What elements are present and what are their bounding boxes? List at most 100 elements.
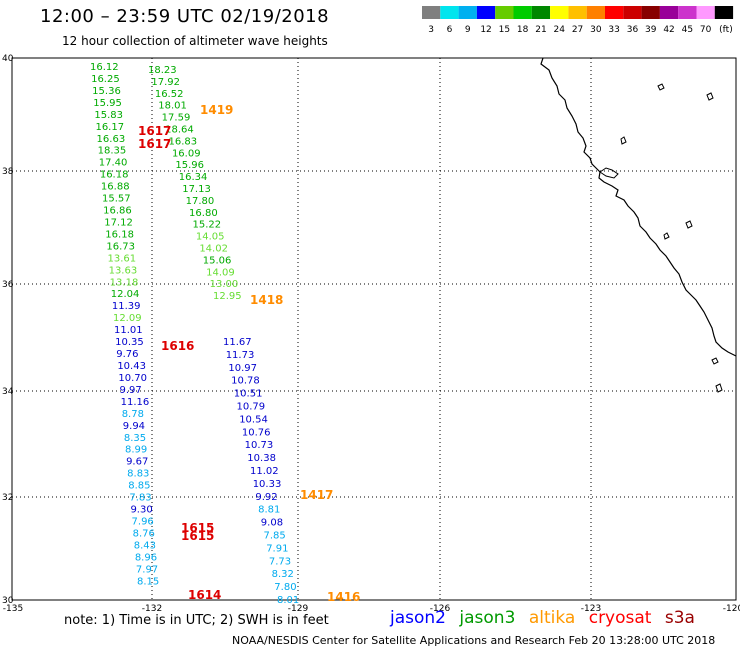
legend-jason3: jason3	[459, 608, 516, 628]
wave-height-value: 7.85	[264, 531, 286, 542]
wave-height-value: 17.40	[99, 158, 128, 169]
wave-height-value: 11.16	[121, 397, 150, 408]
wave-height-value: 15.83	[94, 110, 123, 121]
wave-height-value: 10.38	[247, 453, 276, 464]
bay-outline	[599, 167, 619, 179]
scale-swatch	[458, 6, 477, 19]
wave-height-value: 8.01	[277, 595, 299, 606]
wave-height-value: 16.12	[90, 62, 119, 73]
wave-height-value: 15.96	[175, 160, 204, 171]
wave-height-value: 12.09	[113, 313, 142, 324]
wave-height-value: 11.67	[223, 337, 252, 348]
wave-height-value: 11.73	[226, 350, 255, 361]
scale-label: 6	[447, 25, 453, 35]
longitude-tick-label: -129	[288, 604, 309, 614]
scale-swatch	[714, 6, 734, 19]
scale-label: 9	[465, 25, 471, 35]
scale-label: 42	[663, 25, 674, 35]
wave-height-value: 10.79	[237, 402, 266, 413]
wave-height-value: 10.76	[242, 427, 271, 438]
scale-swatch	[641, 6, 660, 19]
scale-swatch	[623, 6, 642, 19]
latitude-tick-label: 32	[2, 493, 13, 503]
wave-height-value: 8.76	[133, 528, 155, 539]
longitude-tick-label: -132	[142, 604, 162, 614]
wave-height-value: 9.08	[261, 518, 283, 529]
scale-label: 12	[480, 25, 491, 35]
island-outline	[657, 83, 665, 91]
wave-height-value: 9.76	[116, 349, 138, 360]
scale-swatch	[605, 6, 624, 19]
wave-height-value: 14.09	[206, 267, 235, 278]
wave-height-value: 17.59	[162, 113, 191, 124]
scale-swatch	[476, 6, 496, 19]
wave-height-value: 8.85	[128, 481, 150, 492]
wave-height-value: 16.17	[95, 122, 124, 133]
satellite-legend: jason2 jason3 altika cryosat s3a	[390, 608, 703, 628]
wave-height-value: 13.18	[110, 277, 139, 288]
wave-height-value: 16.83	[169, 136, 198, 147]
wave-height-value: 16.18	[100, 170, 129, 181]
wave-height-value: 11.02	[250, 466, 279, 477]
wave-height-value: 7.73	[269, 556, 291, 567]
wave-height-value: 8.99	[125, 445, 147, 456]
scale-swatch	[495, 6, 514, 19]
wave-height-value: 17.80	[186, 196, 215, 207]
scale-swatch	[440, 6, 459, 19]
wave-height-value: 14.02	[199, 244, 228, 255]
wave-height-value: 18.01	[158, 101, 187, 112]
scale-swatch	[586, 6, 605, 19]
wave-height-value: 7.91	[266, 543, 288, 554]
wave-height-value: 13.00	[210, 279, 239, 290]
wave-height-value: 8.35	[124, 433, 146, 444]
island-outline	[685, 220, 693, 229]
wave-height-value: 18.23	[148, 65, 177, 76]
wave-height-value: 8.96	[135, 552, 157, 563]
wave-height-value: 12.04	[111, 289, 140, 300]
island-outline	[715, 383, 723, 393]
wave-height-value: 15.06	[203, 255, 232, 266]
wave-height-value: 17.12	[104, 217, 133, 228]
longitude-tick-label: -123	[581, 604, 601, 614]
wave-height-value: 10.78	[231, 376, 260, 387]
wave-height-value: 9.67	[126, 457, 148, 468]
wave-height-value: 15.36	[92, 86, 121, 97]
legend-note: note: 1) Time is in UTC; 2) SWH is in fe…	[64, 613, 329, 628]
wave-height-value: 8.83	[127, 469, 149, 480]
scale-swatch	[696, 6, 715, 19]
legend-altika: altika	[528, 608, 576, 628]
wave-height-value: 11.39	[112, 301, 141, 312]
latitude-tick-label: 40	[2, 54, 14, 64]
pass-time-label: 1614	[188, 588, 221, 602]
pass-time-label: 1615	[181, 529, 214, 543]
scale-swatch	[568, 6, 587, 19]
scale-label: 27	[572, 25, 583, 35]
wave-height-value: 18.64	[165, 125, 194, 136]
scale-label: 33	[608, 25, 619, 35]
island-outline	[663, 232, 670, 240]
wave-height-value: 10.33	[253, 479, 282, 490]
longitude-tick-label: -126	[430, 604, 451, 614]
wave-height-value: 15.95	[93, 98, 122, 109]
island-outline	[711, 357, 719, 365]
scale-swatch	[678, 6, 697, 19]
wave-height-value: 9.92	[255, 492, 277, 503]
wave-height-value: 11.01	[114, 325, 143, 336]
wave-height-value: 16.25	[91, 74, 120, 85]
wave-height-value: 14.05	[196, 232, 225, 243]
wave-height-value: 8.32	[272, 569, 294, 580]
scale-swatch	[550, 6, 569, 19]
wave-height-value: 10.51	[234, 389, 263, 400]
scale-label: 21	[535, 25, 546, 35]
wave-height-value: 10.54	[239, 414, 268, 425]
wave-height-value: 16.09	[172, 148, 201, 159]
wave-height-value: 16.80	[189, 208, 218, 219]
map-title: 12:00 – 23:59 UTC 02/19/2018	[40, 6, 330, 27]
scale-label: 36	[627, 25, 639, 35]
scale-label: 45	[682, 25, 693, 35]
wave-height-value: 9.97	[120, 385, 142, 396]
latitude-tick-label: 38	[2, 167, 14, 177]
scale-label: 3	[428, 25, 434, 35]
scale-label: 70	[700, 25, 712, 35]
wave-height-value: 16.52	[155, 89, 184, 100]
